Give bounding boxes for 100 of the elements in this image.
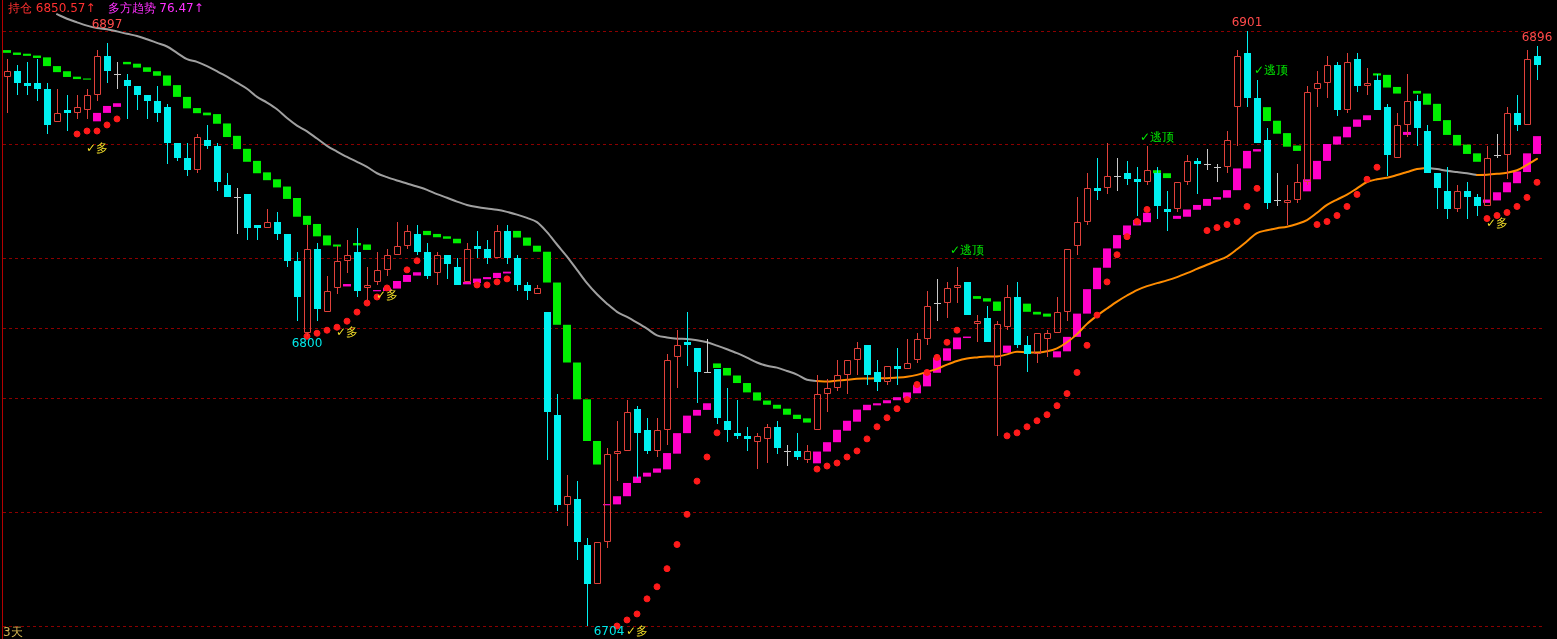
candlestick — [714, 369, 721, 424]
candlestick — [1014, 282, 1021, 348]
bar — [513, 230, 521, 238]
candlestick — [474, 231, 481, 258]
bar — [1323, 143, 1331, 161]
bar — [23, 53, 31, 56]
bar — [833, 429, 841, 443]
candlestick — [44, 83, 51, 134]
candlestick — [344, 240, 351, 273]
candlestick — [234, 188, 241, 234]
candlestick — [1224, 131, 1231, 173]
candlestick — [1054, 297, 1061, 333]
bar — [1023, 303, 1031, 312]
bar — [733, 375, 741, 384]
bar — [1503, 182, 1511, 193]
bar — [1443, 120, 1451, 135]
candlestick — [104, 43, 111, 83]
candlestick — [754, 433, 761, 469]
bar — [93, 112, 101, 122]
candlestick — [1294, 164, 1301, 203]
bar — [1333, 136, 1341, 145]
candlestick — [1264, 128, 1271, 209]
candlestick — [1344, 53, 1351, 113]
bar — [593, 440, 601, 465]
candlestick — [514, 255, 521, 291]
candlestick — [4, 59, 11, 113]
candlestick — [804, 445, 811, 463]
annotation: 3天 — [3, 625, 23, 639]
bar — [1183, 209, 1191, 217]
candlestick — [904, 339, 911, 369]
candlestick — [1534, 46, 1541, 80]
candlestick — [54, 89, 61, 122]
candlestick — [1004, 285, 1011, 330]
candlestick — [1194, 158, 1201, 194]
candlestick — [464, 243, 471, 282]
candlestick — [1064, 249, 1071, 321]
candlestick — [324, 276, 331, 312]
bar — [683, 415, 691, 434]
bar — [723, 367, 731, 376]
candlestick — [444, 255, 451, 279]
bar — [993, 301, 1001, 311]
candlestick — [504, 225, 511, 264]
bar — [1473, 153, 1481, 162]
candlestick — [384, 249, 391, 276]
bar — [1423, 93, 1431, 105]
bar — [853, 409, 861, 422]
bar — [63, 71, 71, 77]
candlestick — [954, 267, 961, 303]
candlestick — [724, 388, 731, 442]
bar — [643, 472, 651, 477]
candlestick — [64, 95, 71, 131]
bar — [783, 408, 791, 415]
candlestick — [14, 65, 21, 95]
bar — [1163, 173, 1171, 179]
annotation: 持仓 6850.57↑ — [8, 1, 96, 15]
data-label: ✓多 — [1485, 215, 1509, 230]
candlestick — [1454, 185, 1461, 212]
bar — [803, 418, 811, 423]
candlestick — [784, 445, 791, 466]
bar — [973, 296, 981, 299]
candlestick — [274, 212, 281, 240]
candlestick — [1174, 182, 1181, 212]
candlestick — [484, 240, 491, 264]
candlestick — [404, 225, 411, 249]
candlestick — [644, 418, 651, 454]
bar — [1243, 150, 1251, 169]
data-label: ✓多 — [625, 624, 649, 639]
candlestick — [224, 173, 231, 197]
bar — [843, 420, 851, 431]
bar — [703, 403, 711, 410]
candlestick — [824, 379, 831, 412]
candlestick — [814, 375, 821, 430]
bar — [583, 399, 591, 441]
candlestick — [844, 360, 851, 394]
bar — [293, 198, 301, 217]
candlestick — [1184, 155, 1191, 185]
bar — [713, 363, 721, 368]
bar — [133, 63, 141, 68]
bar — [573, 362, 581, 400]
candlestick — [1364, 68, 1371, 95]
bar — [253, 160, 261, 174]
candlestick — [574, 481, 581, 560]
bar — [263, 172, 271, 181]
candlestick — [454, 258, 461, 285]
candlestick — [944, 282, 951, 318]
bar — [1433, 103, 1441, 122]
candlestick — [984, 306, 991, 342]
bar — [1173, 215, 1181, 219]
bar — [53, 66, 61, 73]
bar — [183, 96, 191, 109]
bar — [1363, 115, 1371, 121]
candlestick — [1164, 191, 1171, 231]
candlestick — [154, 86, 161, 122]
candlestick — [1084, 173, 1091, 225]
candlestick — [244, 194, 251, 240]
candlestick — [614, 421, 621, 481]
bar — [1093, 267, 1101, 290]
candlestick — [164, 104, 171, 164]
bar — [443, 236, 451, 239]
bar — [553, 282, 561, 325]
